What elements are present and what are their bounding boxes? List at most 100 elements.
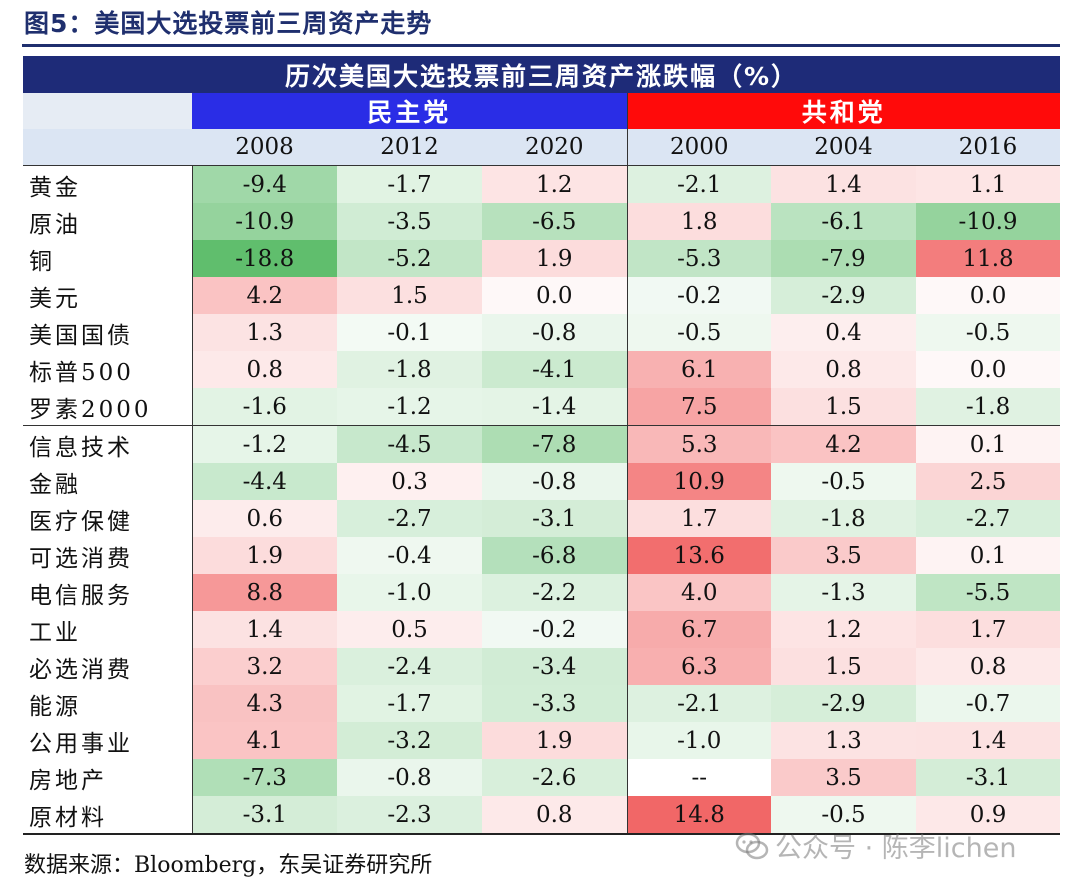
value-cell: 0.8 (916, 648, 1061, 685)
row-label: 医疗保健 (23, 500, 193, 537)
value-cell: -3.4 (482, 648, 627, 685)
table-row: 原材料 -3.1 -2.3 0.8 14.8 -0.5 0.9 (23, 796, 1061, 835)
value-cell: 0.6 (192, 500, 337, 537)
value-cell: -3.1 (916, 759, 1061, 796)
value-cell: 1.8 (626, 203, 771, 240)
row-label: 金融 (23, 463, 193, 500)
value-cell: -0.5 (771, 796, 916, 835)
value-cell: -0.7 (916, 685, 1061, 722)
row-label: 工业 (23, 611, 193, 648)
year-header: 2000 (626, 129, 771, 166)
value-cell: -3.1 (192, 796, 337, 835)
title-divider (22, 44, 1060, 47)
value-cell: -1.0 (337, 574, 482, 611)
asset-performance-table: 历次美国大选投票前三周资产涨跌幅（%） 民主党 共和党 2008 2012 20… (23, 56, 1061, 835)
table-row: 房地产 -7.3 -0.8 -2.6 -- 3.5 -3.1 (23, 759, 1061, 796)
value-cell: 1.3 (192, 314, 337, 351)
value-cell: 1.3 (771, 722, 916, 759)
value-cell: -0.5 (916, 314, 1061, 351)
value-cell: -3.2 (337, 722, 482, 759)
value-cell: 4.1 (192, 722, 337, 759)
value-cell: -2.7 (916, 500, 1061, 537)
value-cell: 4.0 (626, 574, 771, 611)
value-cell: 3.5 (771, 759, 916, 796)
year-header: 2020 (482, 129, 627, 166)
table-row: 电信服务 8.8 -1.0 -2.2 4.0 -1.3 -5.5 (23, 574, 1061, 611)
value-cell: 1.2 (771, 611, 916, 648)
value-cell: -2.1 (626, 685, 771, 722)
value-cell: 1.4 (192, 611, 337, 648)
value-cell: -10.9 (192, 203, 337, 240)
value-cell: -3.5 (337, 203, 482, 240)
value-cell: -3.1 (482, 500, 627, 537)
row-label: 美元 (23, 277, 193, 314)
watermark: 公众号 · 陈李lichen (735, 826, 1016, 865)
value-cell: 3.2 (192, 648, 337, 685)
value-cell: -3.3 (482, 685, 627, 722)
value-cell: -2.4 (337, 648, 482, 685)
value-cell: -18.8 (192, 240, 337, 277)
value-cell: 6.3 (626, 648, 771, 685)
value-cell: 1.4 (916, 722, 1061, 759)
value-cell: -1.6 (192, 388, 337, 426)
value-cell: -5.3 (626, 240, 771, 277)
figure-title: 图5：美国大选投票前三周资产走势 (24, 9, 433, 38)
year-header: 2012 (337, 129, 482, 166)
value-cell: -2.6 (482, 759, 627, 796)
row-label: 铜 (23, 240, 193, 277)
value-cell: -1.7 (337, 165, 482, 203)
value-cell: -0.5 (771, 463, 916, 500)
table-row: 工业 1.4 0.5 -0.2 6.7 1.2 1.7 (23, 611, 1061, 648)
value-cell: 1.5 (771, 388, 916, 426)
value-cell: 0.0 (482, 277, 627, 314)
value-cell: -1.2 (337, 388, 482, 426)
value-cell: 1.1 (916, 165, 1061, 203)
value-cell: -7.8 (482, 425, 627, 463)
value-cell: 0.0 (916, 277, 1061, 314)
header-blank-cell (23, 93, 192, 129)
wechat-icon (735, 832, 769, 859)
table-row: 医疗保健 0.6 -2.7 -3.1 1.7 -1.8 -2.7 (23, 500, 1061, 537)
value-cell: -7.3 (192, 759, 337, 796)
table-row: 标普500 0.8 -1.8 -4.1 6.1 0.8 0.0 (23, 351, 1061, 388)
value-cell: -2.9 (771, 685, 916, 722)
table-row: 铜 -18.8 -5.2 1.9 -5.3 -7.9 11.8 (23, 240, 1061, 277)
table-row: 能源 4.3 -1.7 -3.3 -2.1 -2.9 -0.7 (23, 685, 1061, 722)
value-cell: -2.2 (482, 574, 627, 611)
value-cell: 7.5 (626, 388, 771, 426)
value-cell: -10.9 (916, 203, 1061, 240)
value-cell: -0.4 (337, 537, 482, 574)
row-label: 必选消费 (23, 648, 193, 685)
value-cell: 0.0 (916, 351, 1061, 388)
table-header: 历次美国大选投票前三周资产涨跌幅（%） (23, 56, 1061, 93)
value-cell: 0.1 (916, 537, 1061, 574)
value-cell: -1.0 (626, 722, 771, 759)
value-cell: -6.8 (482, 537, 627, 574)
value-cell: 1.7 (626, 500, 771, 537)
value-cell: 0.8 (482, 796, 627, 835)
value-cell: 11.8 (916, 240, 1061, 277)
row-label: 电信服务 (23, 574, 193, 611)
value-cell: 0.4 (771, 314, 916, 351)
value-cell: 2.5 (916, 463, 1061, 500)
value-cell: -2.1 (626, 165, 771, 203)
row-label: 罗素2000 (23, 388, 193, 426)
value-cell: 1.7 (916, 611, 1061, 648)
year-header: 2016 (916, 129, 1061, 166)
value-cell: -5.5 (916, 574, 1061, 611)
value-cell: 10.9 (626, 463, 771, 500)
row-label: 黄金 (23, 165, 193, 203)
value-cell: 0.8 (192, 351, 337, 388)
table-row: 金融 -4.4 0.3 -0.8 10.9 -0.5 2.5 (23, 463, 1061, 500)
value-cell: -6.5 (482, 203, 627, 240)
table-row: 美元 4.2 1.5 0.0 -0.2 -2.9 0.0 (23, 277, 1061, 314)
value-cell: -1.3 (771, 574, 916, 611)
value-cell: -- (626, 759, 771, 796)
row-label: 公用事业 (23, 722, 193, 759)
value-cell: 4.3 (192, 685, 337, 722)
row-label: 可选消费 (23, 537, 193, 574)
value-cell: -1.8 (916, 388, 1061, 426)
value-cell: -2.3 (337, 796, 482, 835)
value-cell: 1.2 (482, 165, 627, 203)
value-cell: -0.8 (337, 759, 482, 796)
